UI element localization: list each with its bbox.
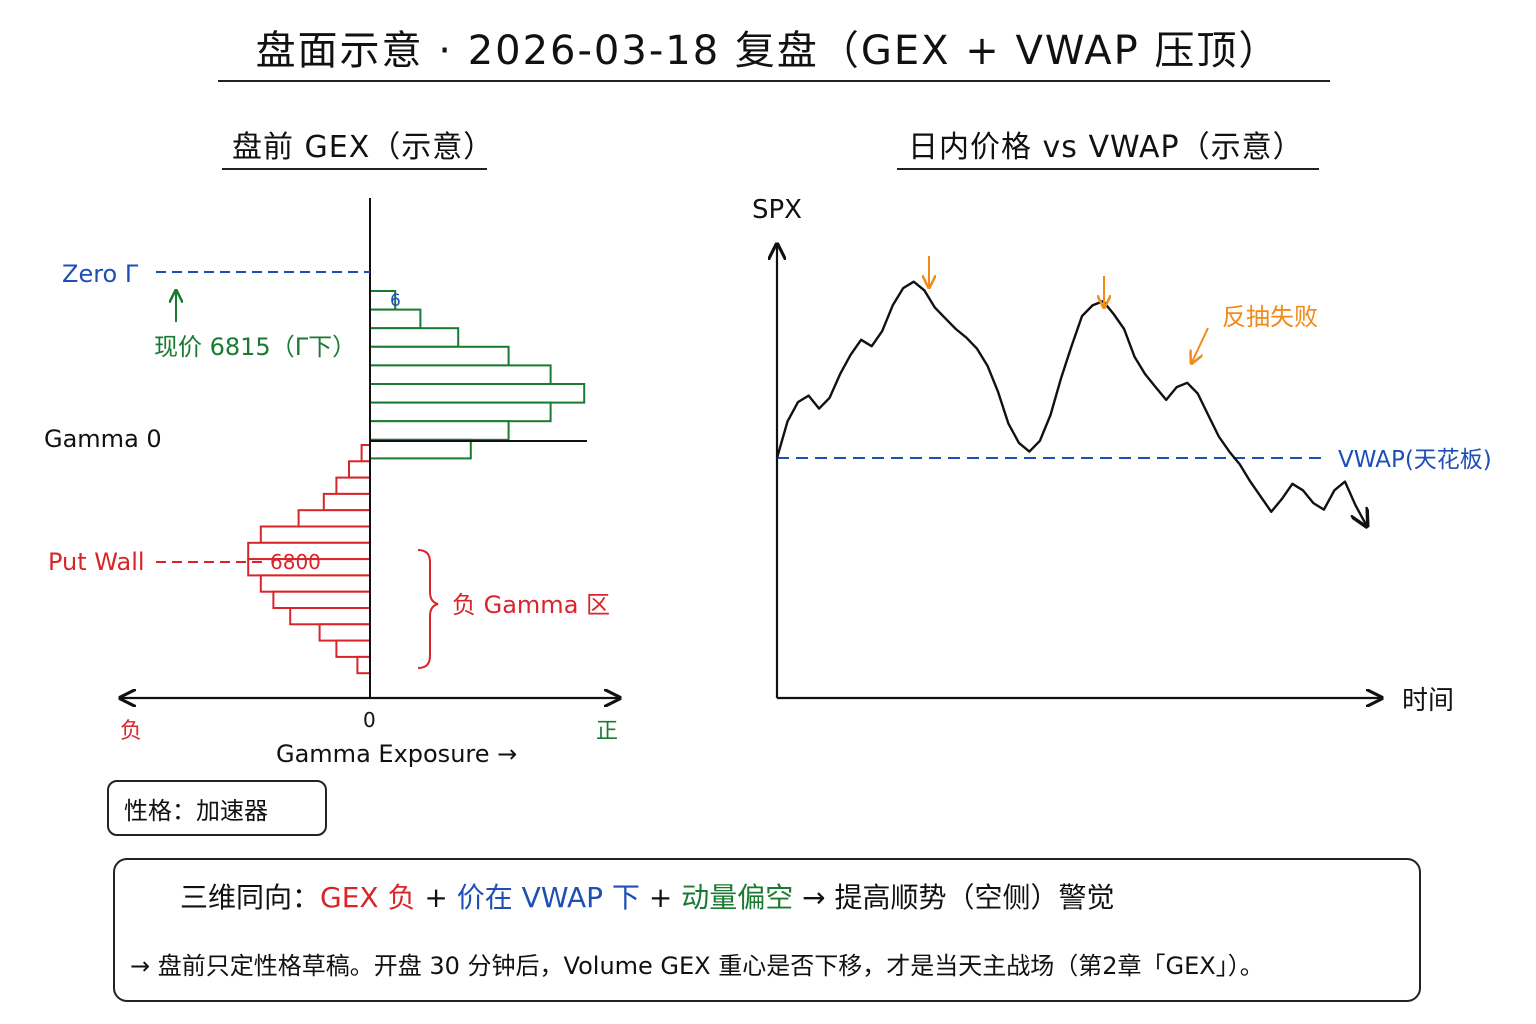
summary-plus-2: + <box>639 881 682 914</box>
x-axis-zero-tick: 0 <box>363 708 376 732</box>
title-underline <box>218 80 1330 82</box>
left-chart-title: 盘前 GEX（示意） <box>232 130 495 165</box>
gex-bar-negative <box>322 492 371 512</box>
gex-bar-positive <box>369 364 552 385</box>
summary-line-1: 三维同向：GEX 负 + 价在 VWAP 下 + 动量偏空 → 提高顺势（空侧）… <box>130 876 1114 916</box>
summary-vwap: 价在 VWAP 下 <box>456 881 640 914</box>
y-axis-label: SPX <box>752 195 802 225</box>
put-wall-label: Put Wall <box>48 548 145 576</box>
gex-bar-negative <box>348 460 371 479</box>
gex-bar-negative <box>272 590 371 610</box>
gex-bar-positive <box>369 327 460 348</box>
gex-chart: Zero Γ 6 现价 6815（Γ下） Gamma 0 Put Wall 68… <box>44 198 618 768</box>
x-axis-title: Gamma Exposure → <box>276 740 517 768</box>
summary-gex: GEX 负 <box>320 881 416 914</box>
gex-bar-positive <box>369 420 510 441</box>
gex-bar-negative <box>335 476 371 495</box>
put-wall-strike: 6800 <box>270 550 321 574</box>
zero-gamma-label: Zero Γ <box>62 260 139 288</box>
summary-line-2: → 盘前只定性格草稿。开盘 30 分钟后，Volume GEX 重心是否下移，才… <box>130 952 1264 980</box>
summary-box <box>113 858 1421 1002</box>
gex-bar-negative <box>360 444 372 463</box>
price-line <box>775 280 1366 525</box>
summary-momentum: 动量偏空 <box>681 881 794 914</box>
trait-box <box>107 780 327 836</box>
left-title-underline <box>222 168 487 170</box>
negative-gex-bars <box>247 444 372 675</box>
vwap-label: VWAP(天花板) <box>1338 447 1492 473</box>
gex-bar-negative <box>289 607 372 626</box>
right-title-underline <box>897 168 1319 170</box>
negative-zone-label: 负 Gamma 区 <box>452 591 610 619</box>
gex-bar-positive <box>369 438 472 460</box>
gex-bar-positive <box>369 383 586 404</box>
gex-bar-positive <box>369 308 422 330</box>
summary-suffix: → 提高顺势（空侧）警觉 <box>793 881 1115 914</box>
negative-zone-brace-icon <box>417 549 439 669</box>
failed-rebound-label: 反抽失败 <box>1222 303 1318 331</box>
summary-plus-1: + <box>415 881 457 914</box>
top-bar-label: 6 <box>390 291 401 311</box>
gamma-zero-label: Gamma 0 <box>44 425 162 453</box>
rejection-arrow-icon-3 <box>1192 327 1209 362</box>
summary-prefix: 三维同向： <box>180 881 321 914</box>
trait-label: 性格：加速器 <box>124 797 268 825</box>
x-axis-positive-label: 正 <box>596 719 618 744</box>
right-chart-title: 日内价格 vs VWAP（示意） <box>908 130 1304 165</box>
x-axis-label: 时间 <box>1402 686 1454 716</box>
gex-bar-negative <box>259 574 371 593</box>
current-price-label: 现价 6815（Γ下） <box>154 333 356 361</box>
gex-bar-negative <box>356 655 371 675</box>
page-title: 盘面示意 · 2026-03-18 复盘（GEX + VWAP 压顶） <box>255 28 1281 74</box>
x-axis-negative-label: 负 <box>120 719 142 744</box>
gex-bar-negative <box>259 525 371 544</box>
price-chart: SPX 时间 VWAP(天花板) 反抽失败 <box>752 195 1492 716</box>
gex-bar-negative <box>297 509 372 528</box>
gex-bar-negative <box>318 623 372 642</box>
gex-bar-positive <box>369 345 510 367</box>
gex-bar-positive <box>369 401 552 423</box>
positive-gex-bars <box>369 290 587 460</box>
gex-bar-negative <box>335 639 371 658</box>
